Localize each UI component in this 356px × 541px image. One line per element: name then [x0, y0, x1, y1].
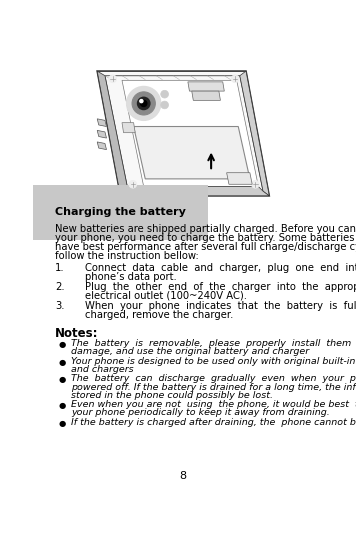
Text: ●: ●	[58, 401, 66, 410]
Circle shape	[251, 180, 259, 188]
Text: and chargers: and chargers	[71, 365, 134, 374]
Text: damage, and use the original battery and charger: damage, and use the original battery and…	[71, 347, 309, 356]
Text: ●: ●	[58, 358, 66, 366]
Text: When  your  phone  indicates  that  the  battery  is  fully: When your phone indicates that the batte…	[85, 301, 356, 311]
Text: Charging the battery: Charging the battery	[55, 207, 186, 217]
Circle shape	[161, 90, 168, 98]
Text: powered off. If the battery is drained for a long time, the information: powered off. If the battery is drained f…	[71, 382, 356, 392]
Polygon shape	[240, 71, 269, 196]
Text: 3.: 3.	[55, 301, 65, 311]
Circle shape	[161, 101, 168, 109]
Text: ●: ●	[58, 340, 66, 349]
Circle shape	[129, 180, 137, 188]
Text: Notes:: Notes:	[55, 327, 99, 340]
Polygon shape	[97, 130, 106, 138]
Polygon shape	[122, 80, 258, 187]
Text: phone’s data port.: phone’s data port.	[85, 272, 177, 282]
Text: Connect  data  cable  and  charger,  plug  one  end  into  your: Connect data cable and charger, plug one…	[85, 263, 356, 273]
Polygon shape	[97, 119, 106, 127]
Text: Your phone is designed to be used only with original built-in batteries: Your phone is designed to be used only w…	[71, 357, 356, 366]
Text: ●: ●	[58, 419, 66, 428]
Circle shape	[231, 75, 239, 83]
Text: Even when you are not  using  the phone, it would be best  to charge: Even when you are not using the phone, i…	[71, 400, 356, 409]
Circle shape	[141, 100, 147, 107]
Text: 2.: 2.	[55, 282, 65, 292]
Polygon shape	[134, 127, 250, 179]
Polygon shape	[97, 71, 128, 196]
Text: 8: 8	[179, 471, 186, 481]
Polygon shape	[120, 187, 269, 196]
Text: follow the instruction bellow:: follow the instruction bellow:	[55, 251, 199, 261]
Polygon shape	[192, 91, 220, 100]
Text: stored in the phone could possibly be lost.: stored in the phone could possibly be lo…	[71, 391, 273, 400]
Text: have best performance after several full charge/discharge cycles,: have best performance after several full…	[55, 242, 356, 252]
Text: If the battery is charged after draining, the  phone cannot be  turned: If the battery is charged after draining…	[71, 418, 356, 427]
Polygon shape	[227, 173, 252, 184]
Circle shape	[140, 100, 143, 103]
Polygon shape	[122, 123, 135, 133]
Circle shape	[132, 92, 155, 115]
Text: The  battery  is  removable,  please  properly  install  them  to  prevent: The battery is removable, please properl…	[71, 339, 356, 348]
Text: 1.: 1.	[55, 263, 65, 273]
Polygon shape	[97, 71, 269, 196]
Text: your phone periodically to keep it away from draining.: your phone periodically to keep it away …	[71, 408, 330, 417]
Text: New batteries are shipped partially charged. Before you can use: New batteries are shipped partially char…	[55, 225, 356, 234]
Text: electrical outlet (100~240V AC).: electrical outlet (100~240V AC).	[85, 291, 247, 301]
Text: charged, remove the charger.: charged, remove the charger.	[85, 310, 233, 320]
Circle shape	[137, 97, 150, 110]
Polygon shape	[97, 142, 106, 150]
Text: The  battery  can  discharge  gradually  even  when  your  phone  is: The battery can discharge gradually even…	[71, 374, 356, 384]
Text: your phone, you need to charge the battery. Some batteries will: your phone, you need to charge the batte…	[55, 233, 356, 243]
Circle shape	[109, 75, 116, 83]
Text: ●: ●	[58, 375, 66, 384]
Text: Plug  the  other  end  of  the  charger  into  the  appropriate: Plug the other end of the charger into t…	[85, 282, 356, 292]
Circle shape	[127, 87, 161, 120]
Polygon shape	[188, 82, 224, 91]
